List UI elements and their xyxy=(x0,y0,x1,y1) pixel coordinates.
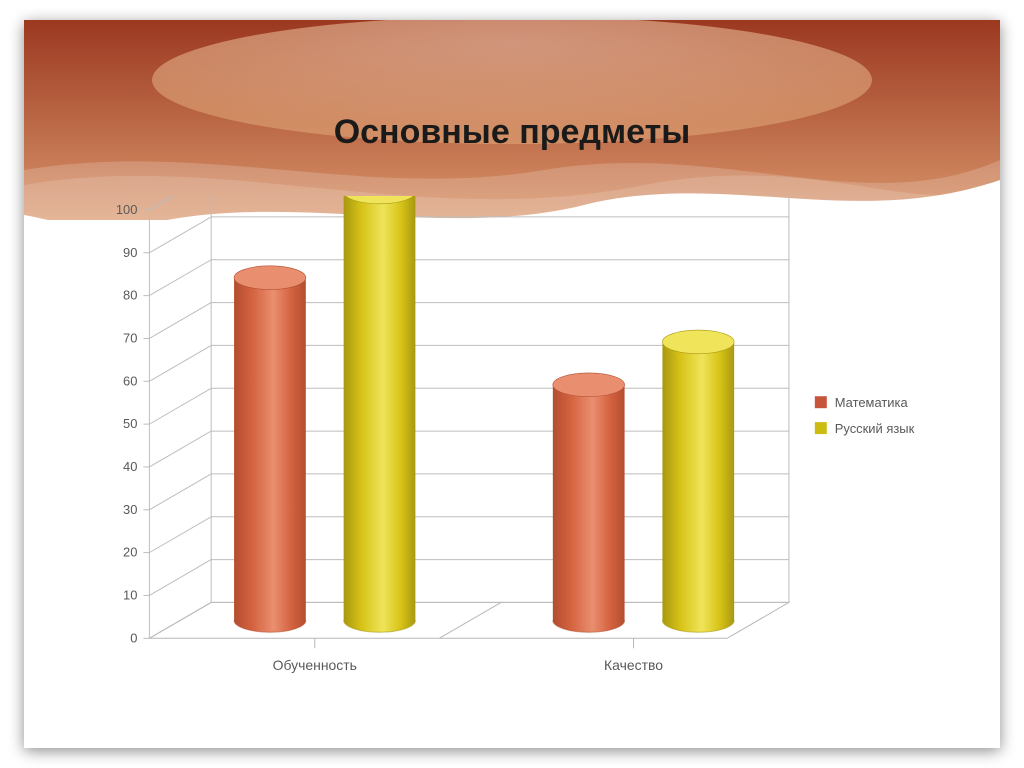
category-label: Обученность xyxy=(273,657,357,673)
gridline-side xyxy=(149,431,211,467)
gridline-side xyxy=(149,560,211,596)
side-wall xyxy=(149,196,211,638)
y-tick-label: 10 xyxy=(123,587,137,602)
bar-cylinder xyxy=(553,373,625,632)
legend-swatch xyxy=(815,422,827,434)
gridline-side xyxy=(149,217,211,253)
y-tick-label: 40 xyxy=(123,459,137,474)
gridline-side xyxy=(149,196,211,210)
y-tick-label: 20 xyxy=(123,545,137,560)
slide: Основные предметы 0 10 20 30 40 50 60 70 80 90 100… xyxy=(0,0,1024,768)
y-tick-label: 100 xyxy=(116,202,138,217)
y-tick-label: 90 xyxy=(123,245,137,260)
gridline-side xyxy=(149,345,211,381)
y-tick-label: 60 xyxy=(123,373,137,388)
bar-cylinder xyxy=(234,266,306,632)
y-tick-label: 70 xyxy=(123,330,137,345)
legend-label: Математика xyxy=(835,395,909,410)
chart: 0 10 20 30 40 50 60 70 80 90 100 Обученность Качеств… xyxy=(74,196,950,714)
y-ticks: 0 10 20 30 40 50 60 70 80 90 100 xyxy=(116,202,138,645)
gridline-side xyxy=(149,517,211,553)
y-tick-label: 50 xyxy=(123,416,137,431)
slide-frame: Основные предметы 0 10 20 30 40 50 60 70 80 90 100… xyxy=(24,20,1000,748)
category-label: Качество xyxy=(604,657,663,673)
y-tick-label: 30 xyxy=(123,502,137,517)
bar-cylinder xyxy=(662,330,734,632)
bar-cylinder xyxy=(344,196,416,632)
gridline-side xyxy=(149,303,211,339)
gridline-side xyxy=(149,474,211,510)
legend: Математика Русский язык xyxy=(815,395,915,436)
chart-svg: 0 10 20 30 40 50 60 70 80 90 100 Обученность Качеств… xyxy=(74,196,950,714)
legend-swatch xyxy=(815,396,827,408)
gridline-side xyxy=(149,260,211,296)
x-categories: Обученность Качество xyxy=(273,657,664,673)
legend-label: Русский язык xyxy=(835,421,915,436)
gridline-side xyxy=(149,388,211,424)
y-tick-label: 0 xyxy=(130,630,137,645)
chart-title: Основные предметы xyxy=(24,113,1000,152)
y-tick-label: 80 xyxy=(123,288,137,303)
